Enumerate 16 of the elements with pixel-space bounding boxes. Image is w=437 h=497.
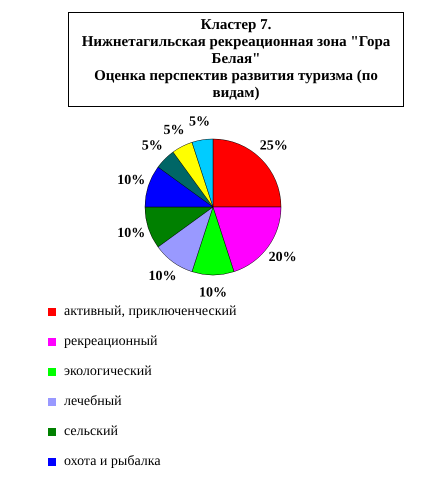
legend-label: охота и рыбалка (64, 454, 161, 470)
legend-label: активный, приключенческий (64, 304, 236, 320)
data-label: 25% (260, 138, 288, 154)
data-label: 10% (199, 286, 227, 300)
legend-label: экологический (64, 364, 152, 380)
legend-label: сельский (64, 424, 118, 440)
data-label: 10% (117, 226, 146, 242)
data-label: 5% (163, 122, 184, 138)
data-label: 5% (142, 138, 163, 154)
data-label: 20% (268, 250, 297, 266)
legend-label: лечебный (64, 394, 122, 410)
legend-label: рекреационный (64, 334, 158, 350)
chart-title: Кластер 7. Нижнетагильская рекреационная зона "Гора Белая" Оценка перспектив развития туризма (по видам) (68, 12, 404, 107)
data-label: 10% (148, 269, 176, 284)
data-label: 5% (189, 114, 210, 130)
data-label: 10% (117, 172, 146, 188)
